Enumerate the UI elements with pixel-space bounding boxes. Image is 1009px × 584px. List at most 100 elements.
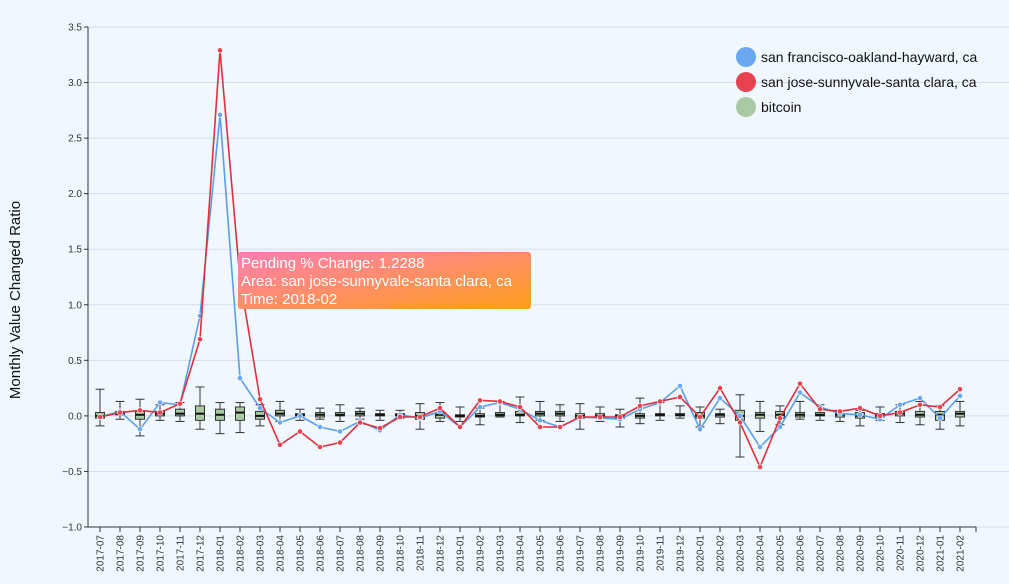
legend-marker [736, 72, 756, 92]
series-point-0 [297, 412, 303, 419]
x-tick-label: 2017-09 [136, 535, 147, 572]
grid [88, 26, 1009, 528]
series-point-1 [437, 405, 443, 412]
boxplot-item [355, 407, 365, 420]
x-tick-label: 2017-08 [116, 535, 127, 572]
series-point-0 [937, 415, 943, 422]
x-tick-label: 2020-01 [696, 535, 707, 572]
series-point-0 [537, 417, 543, 424]
legend-label: bitcoin [761, 99, 801, 115]
x-tick-label: 2020-08 [836, 535, 847, 572]
series-point-1 [917, 401, 923, 408]
boxplot-item [235, 402, 245, 434]
series-point-1 [177, 400, 183, 407]
series-point-1 [517, 404, 523, 410]
series-point-1 [597, 414, 603, 420]
y-tick-label: −1.0 [62, 523, 82, 534]
x-tick-label: 2019-12 [676, 535, 687, 572]
x-tick-label: 2018-10 [396, 535, 407, 572]
y-tick-label: −0.5 [62, 467, 82, 478]
x-tick-label: 2020-06 [796, 535, 807, 572]
boxplot-item [255, 404, 265, 427]
series-point-1 [837, 408, 843, 415]
y-tick-label: 2.0 [68, 189, 82, 200]
series-point-1 [617, 414, 623, 420]
boxplot-item [215, 402, 225, 435]
series-point-1 [577, 414, 583, 420]
series-point-0 [857, 411, 863, 418]
boxplot-item [455, 406, 465, 422]
x-tick-label: 2018-03 [256, 535, 267, 572]
boxplot-item [675, 405, 685, 419]
x-tick-label: 2018-06 [316, 535, 327, 572]
boxplot-item [735, 394, 745, 458]
y-tick-label: 0.0 [68, 411, 82, 422]
series-point-1 [817, 406, 823, 413]
series-point-0 [677, 382, 683, 389]
y-tick-label: 1.0 [68, 300, 82, 311]
series-point-1 [157, 409, 163, 416]
series-point-0 [737, 412, 743, 419]
x-tick-label: 2018-11 [416, 535, 427, 571]
boxplot-item [375, 409, 385, 421]
axes: −1.0 −0.5 0.0 0.5 1.0 1.5 2.0 2.5 3.0 3.5 2017-07 2… [62, 23, 977, 572]
series-point-1 [557, 424, 563, 430]
boxplot-item [195, 386, 205, 430]
y-tick-label: 3.0 [68, 78, 82, 89]
series-point-1 [397, 414, 403, 420]
tooltip-line: Time: 2018-02 [241, 291, 337, 308]
boxplot-item [335, 404, 345, 422]
series-point-0 [917, 395, 923, 402]
boxplot-item [275, 400, 285, 422]
series-point-1 [497, 398, 503, 405]
x-tick-label: 2020-03 [736, 535, 747, 572]
series-point-0 [317, 424, 323, 430]
y-tick-label: 3.5 [68, 23, 82, 34]
series-point-0 [697, 426, 703, 433]
x-tick-label: 2019-01 [456, 535, 467, 572]
boxplot-series [95, 386, 965, 458]
x-tick-label: 2020-10 [876, 535, 887, 572]
series-point-1 [797, 380, 803, 387]
x-tick-label: 2019-11 [656, 535, 667, 571]
series-point-1 [277, 441, 283, 448]
x-tick-label: 2020-04 [756, 535, 767, 572]
series-point-1 [137, 407, 143, 414]
series-point-1 [297, 428, 303, 435]
boxplot-item [755, 400, 765, 432]
x-tick-label: 2018-08 [356, 535, 367, 572]
x-tick-label: 2017-10 [156, 535, 167, 572]
x-tick-label: 2019-08 [596, 535, 607, 572]
x-tick-label: 2018-02 [236, 535, 247, 572]
series-point-0 [797, 389, 803, 396]
x-tick-label: 2020-09 [856, 535, 867, 572]
series-point-0 [337, 428, 343, 435]
y-axis-title: Monthly Value Changed Ratio [7, 201, 24, 399]
series-point-1 [97, 414, 103, 420]
x-tick-label: 2021-02 [956, 535, 967, 572]
x-tick-label: 2019-06 [556, 535, 567, 572]
series-point-1 [877, 412, 883, 419]
x-tick-label: 2018-04 [276, 535, 287, 572]
x-tick-label: 2019-10 [636, 535, 647, 572]
series-point-1 [257, 396, 263, 403]
series-point-0 [257, 405, 263, 412]
series-point-1 [337, 439, 343, 446]
x-tick-label: 2018-05 [296, 535, 307, 572]
series-point-1 [717, 385, 723, 392]
series-point-0 [897, 401, 903, 408]
boxplot-item [315, 407, 325, 420]
series-point-0 [777, 424, 783, 430]
x-tick-label: 2020-02 [716, 535, 727, 572]
series-point-0 [757, 444, 763, 450]
tooltip-line: Pending % Change: 1.2288 [241, 255, 424, 272]
x-tick-label: 2020-12 [916, 535, 927, 572]
series-point-1 [737, 419, 743, 426]
x-tick-label: 2019-07 [576, 535, 587, 572]
x-tick-label: 2020-07 [816, 535, 827, 572]
series-point-1 [197, 336, 203, 343]
boxplot-item [795, 400, 805, 420]
series-point-1 [937, 404, 943, 410]
legend-label: san francisco-oakland-hayward, ca [761, 49, 978, 65]
